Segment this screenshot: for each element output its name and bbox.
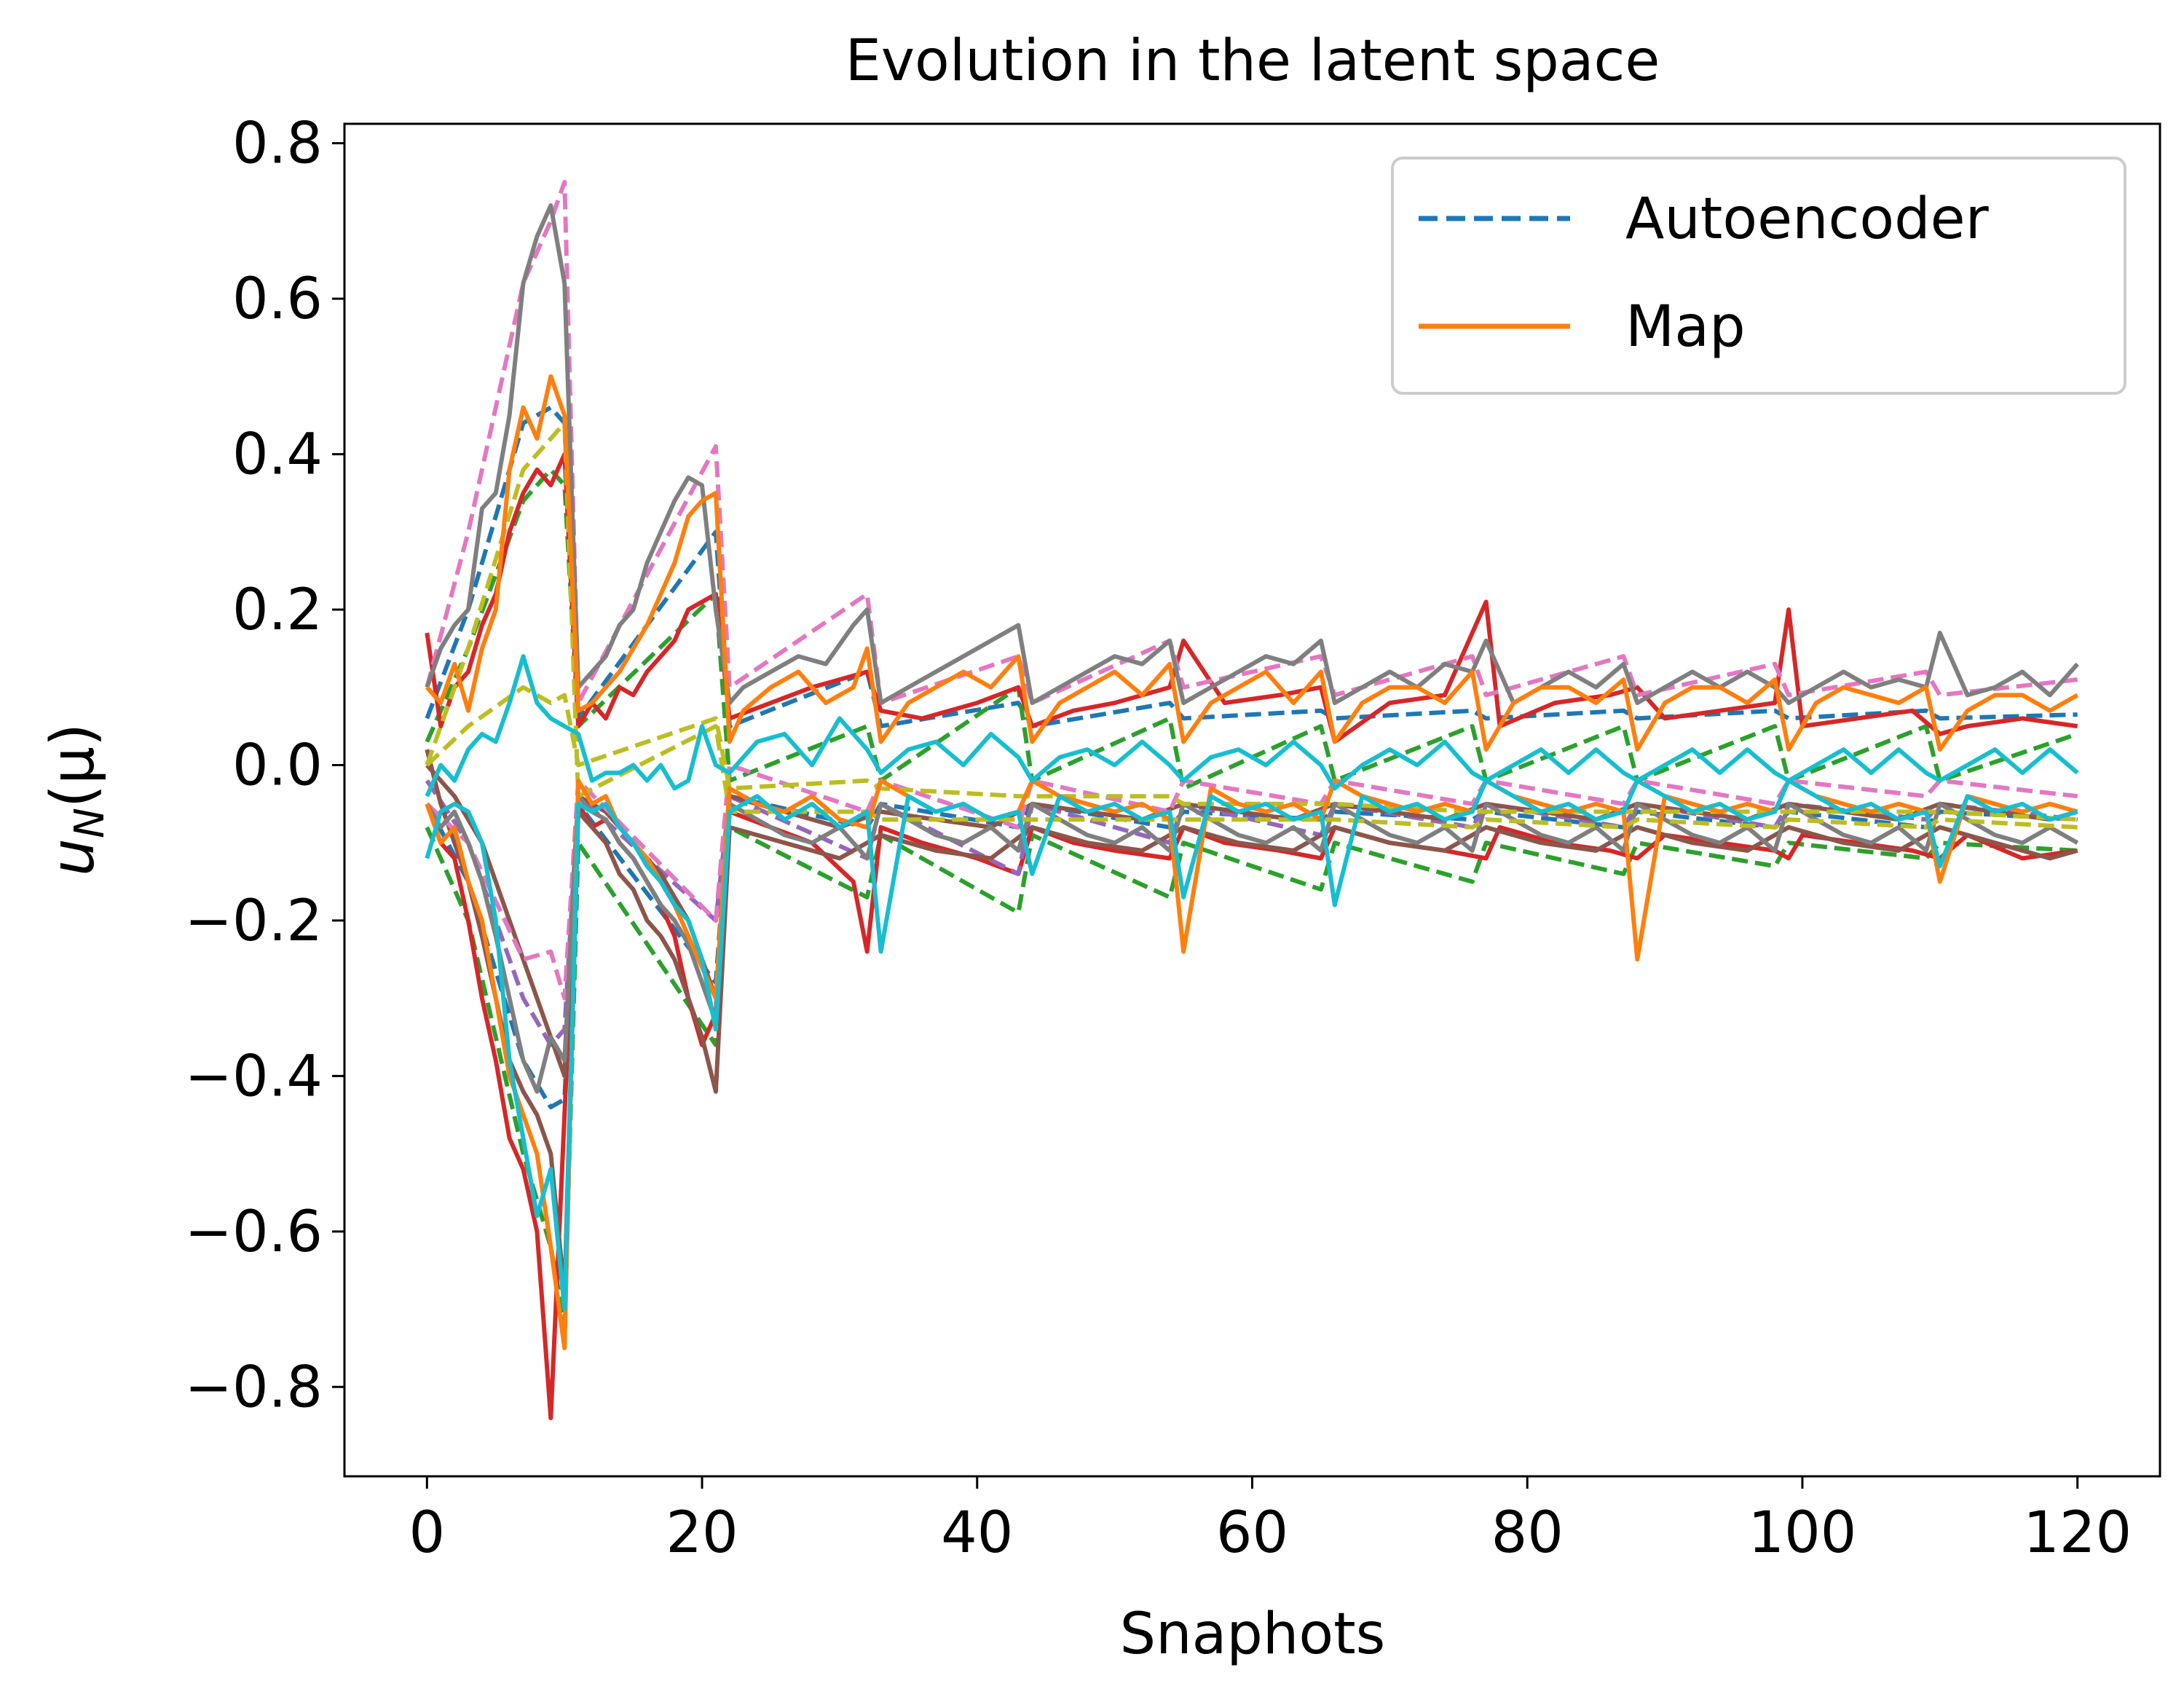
y-axis-label: uN(μ)	[39, 723, 114, 876]
x-tick-label: 0	[409, 1500, 445, 1566]
x-tick-label: 80	[1491, 1500, 1564, 1566]
x-tick-label: 60	[1216, 1500, 1288, 1566]
y-tick-label: 0.2	[232, 578, 323, 643]
legend-box	[1391, 157, 2126, 395]
legend-label-autoencoder: Autoencoder	[1625, 186, 1990, 252]
x-tick-label: 20	[666, 1500, 738, 1566]
x-tick-label: 120	[2023, 1500, 2132, 1566]
series-line-10	[425, 763, 2078, 1001]
legend-label-map: Map	[1625, 294, 1746, 360]
y-tick-label: 0.4	[232, 422, 323, 488]
x-tick-label: 40	[941, 1500, 1013, 1566]
legend: Autoencoder Map	[1391, 157, 2126, 395]
series-line-17	[425, 778, 2078, 1312]
y-tick-label: −0.6	[185, 1200, 323, 1265]
x-tick-label: 100	[1749, 1500, 1857, 1566]
y-tick-label: −0.8	[185, 1355, 323, 1420]
y-axis-label-argument: (μ)	[39, 723, 108, 808]
series-line-11	[425, 203, 2079, 706]
y-axis-label-main: u	[39, 838, 108, 876]
y-axis-ticks: 0.8 0.6 0.4 0.2 0.0 −0.2 −0.4 −0.6 −0.8	[185, 111, 344, 1420]
series-line-13	[425, 685, 2078, 822]
y-tick-label: −0.2	[185, 889, 323, 954]
series-line-7	[425, 749, 2078, 1296]
series-line-18	[425, 654, 2079, 798]
series-line-15	[425, 374, 2079, 752]
y-tick-label: 0.6	[232, 267, 323, 332]
series-line-12	[425, 794, 2079, 1094]
y-tick-label: 0.8	[232, 111, 323, 177]
series-line-4	[425, 452, 2078, 744]
series-group	[425, 180, 2079, 1420]
y-tick-label: −0.4	[185, 1044, 323, 1109]
series-line-2	[425, 467, 2078, 791]
chart-title: Evolution in the latent space	[845, 28, 1660, 94]
y-axis-label-subscript: N	[66, 808, 114, 838]
series-line-16	[425, 778, 2078, 1350]
x-axis-ticks: 0 20 40 60 80 100 120	[409, 1476, 2132, 1566]
x-axis-label: Snaphots	[1120, 1602, 1386, 1667]
y-tick-label: 0.0	[232, 733, 323, 798]
